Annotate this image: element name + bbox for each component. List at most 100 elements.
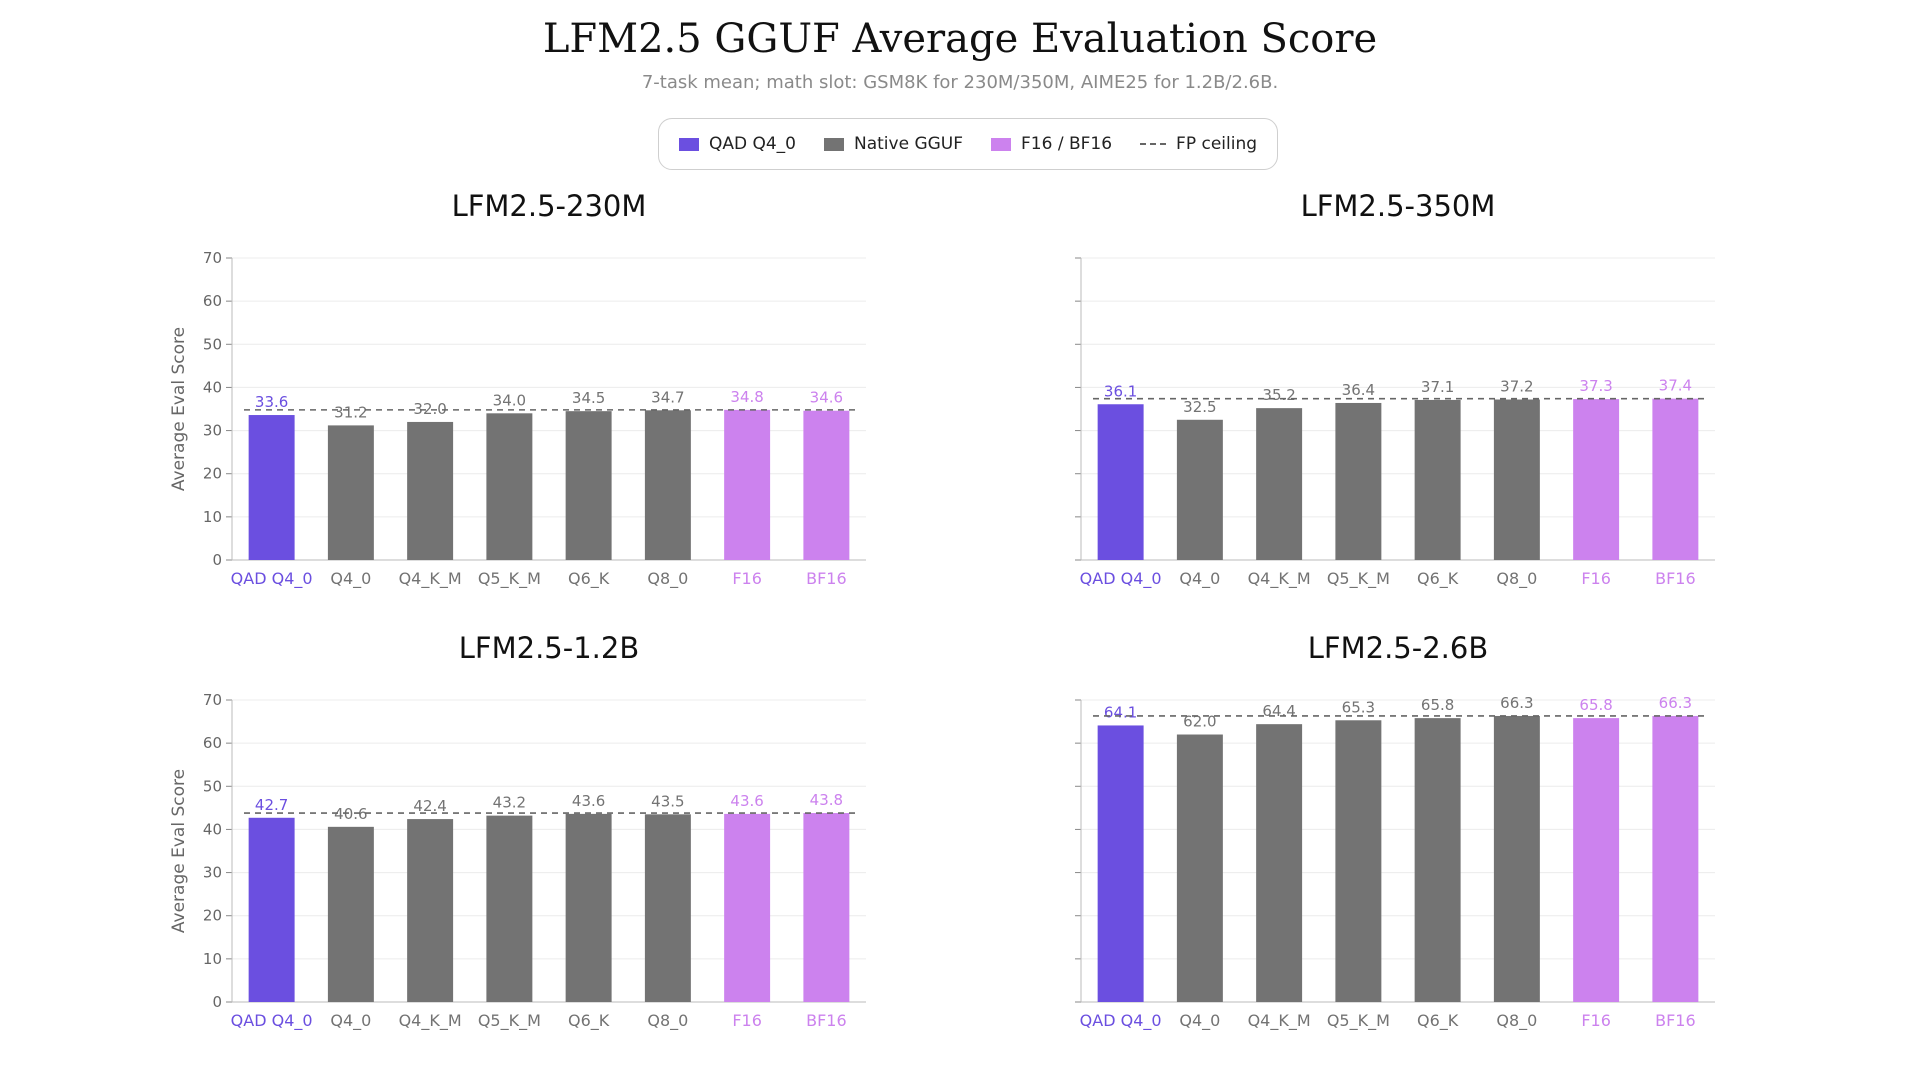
legend-swatch-ceiling — [1140, 143, 1167, 145]
chart4-data-label: 64.1 — [1104, 703, 1137, 721]
chart2-bar-bf16 — [1652, 398, 1699, 560]
chart4-category-label: Q4_K_M — [1248, 1011, 1311, 1031]
chart4-category-label: Q8_0 — [1496, 1011, 1537, 1031]
chart1-ytick-label: 0 — [212, 551, 222, 569]
chart2-data-label: 35.2 — [1262, 386, 1295, 404]
legend-label-native: Native GGUF — [854, 134, 964, 154]
chart3-bar-q4-k-m — [407, 819, 454, 1002]
chart1-ytick-label: 30 — [203, 422, 222, 440]
chart3-data-label: 43.5 — [651, 792, 684, 810]
chart4-data-label: 65.3 — [1342, 698, 1375, 716]
chart1-ytick-label: 70 — [203, 249, 222, 267]
chart4-bar-qad-q4-0 — [1097, 725, 1144, 1002]
chart4-bar-q5-k-m — [1335, 720, 1382, 1002]
chart2-bar-q6-k — [1414, 399, 1461, 560]
chart4-bar-bf16 — [1652, 715, 1699, 1002]
chart4-category-label: BF16 — [1655, 1011, 1696, 1030]
chart3-data-label: 43.2 — [493, 794, 526, 812]
chart4-category-label: QAD Q4_0 — [1080, 1011, 1162, 1031]
chart2-category-label: Q8_0 — [1496, 569, 1537, 589]
legend-label-ceiling: FP ceiling — [1176, 134, 1258, 154]
chart3-ytick-label: 50 — [203, 777, 222, 795]
chart2-bar-q5-k-m — [1335, 402, 1382, 560]
chart2-bar-q4-k-m — [1256, 408, 1303, 560]
chart4-title: LFM2.5-2.6B — [1308, 631, 1488, 665]
chart3-bar-bf16 — [803, 813, 850, 1002]
legend-item-fp: F16 / BF16 — [991, 134, 1112, 154]
chart1-category-label: Q6_K — [568, 569, 610, 589]
chart1-data-label: 31.2 — [334, 403, 367, 421]
chart3-bar-q5-k-m — [486, 815, 533, 1002]
chart1-category-label: BF16 — [806, 569, 847, 588]
chart1-data-label: 32.0 — [413, 400, 446, 418]
chart2-category-label: BF16 — [1655, 569, 1696, 588]
chart4-data-label: 65.8 — [1579, 696, 1612, 714]
chart4-bar-f16 — [1573, 718, 1620, 1002]
chart2-category-label: Q5_K_M — [1327, 569, 1390, 589]
chart2-bar-q4-0 — [1176, 419, 1223, 560]
chart4-data-label: 66.3 — [1659, 694, 1692, 712]
chart3-ytick-label: 40 — [203, 820, 222, 838]
chart4-data-label: 66.3 — [1500, 694, 1533, 712]
chart2-title: LFM2.5-350M — [1301, 189, 1496, 223]
chart3-data-label: 43.6 — [572, 792, 605, 810]
chart3-ytick-label: 0 — [212, 993, 222, 1011]
chart1-data-label: 34.5 — [572, 389, 605, 407]
chart4-data-label: 62.0 — [1183, 713, 1216, 731]
chart2-data-label: 37.3 — [1579, 377, 1612, 395]
legend-item-ceiling: FP ceiling — [1140, 134, 1257, 154]
chart4-category-label: Q5_K_M — [1327, 1011, 1390, 1031]
chart3-category-label: Q5_K_M — [478, 1011, 541, 1031]
chart3-title: LFM2.5-1.2B — [459, 631, 639, 665]
chart3-category-label: Q4_K_M — [399, 1011, 462, 1031]
page-subtitle: 7-task mean; math slot: GSM8K for 230M/3… — [641, 72, 1279, 93]
chart1-data-label: 33.6 — [255, 393, 288, 411]
chart-legend: QAD Q4_0 Native GGUF F16 / BF16 FP ceili… — [658, 118, 1278, 170]
chart3-category-label: Q6_K — [568, 1011, 610, 1031]
chart1-bar-q4-k-m — [407, 421, 454, 560]
chart3-bar-qad-q4-0 — [248, 817, 295, 1002]
chart1-category-label: Q4_0 — [330, 569, 371, 589]
chart4-bar-q6-k — [1414, 718, 1461, 1002]
chart2-bar-f16 — [1573, 399, 1620, 560]
chart1-category-label: F16 — [732, 569, 762, 588]
chart1-category-label: Q8_0 — [647, 569, 688, 589]
chart1-y-label: Average Eval Score — [169, 327, 189, 491]
chart3-data-label: 40.6 — [334, 805, 367, 823]
chart3-category-label: Q8_0 — [647, 1011, 688, 1031]
chart1-ytick-label: 40 — [203, 378, 222, 396]
legend-swatch-qad — [678, 137, 699, 151]
chart1-data-label: 34.8 — [730, 388, 763, 406]
chart1-bar-f16 — [724, 409, 771, 560]
chart3-category-label: Q4_0 — [330, 1011, 371, 1031]
legend-item-qad: QAD Q4_0 — [678, 134, 796, 154]
chart3-bar-q4-0 — [327, 826, 374, 1002]
chart2-data-label: 37.2 — [1500, 378, 1533, 396]
legend-label-fp: F16 / BF16 — [1021, 134, 1113, 154]
legend-label-qad: QAD Q4_0 — [708, 134, 796, 154]
chart1-ytick-label: 60 — [203, 292, 222, 310]
chart1-ytick-label: 10 — [203, 508, 222, 526]
chart4-data-label: 65.8 — [1421, 696, 1454, 714]
chart3-bar-q8-0 — [644, 814, 691, 1002]
chart1-data-label: 34.7 — [651, 388, 684, 406]
chart4-category-label: Q6_K — [1417, 1011, 1459, 1031]
chart4-bar-q8-0 — [1493, 715, 1540, 1002]
legend-swatch-native — [824, 137, 844, 151]
chart2-category-label: F16 — [1581, 569, 1611, 588]
chart4-category-label: F16 — [1581, 1011, 1611, 1030]
chart4-data-label: 64.4 — [1262, 702, 1295, 720]
chart4-bar-q4-k-m — [1256, 724, 1303, 1002]
chart1-bar-q8-0 — [644, 410, 691, 560]
chart4-category-label: Q4_0 — [1179, 1011, 1220, 1031]
chart2-data-label: 37.1 — [1421, 378, 1454, 396]
chart2-bar-q8-0 — [1493, 399, 1540, 560]
chart3-ytick-label: 10 — [203, 950, 222, 968]
chart2-bar-qad-q4-0 — [1097, 404, 1144, 560]
chart3-category-label: BF16 — [806, 1011, 847, 1030]
legend-swatch-fp — [991, 137, 1012, 151]
chart1-bar-q6-k — [565, 411, 612, 560]
chart3-ytick-label: 20 — [203, 907, 222, 925]
chart3-y-label: Average Eval Score — [169, 769, 189, 933]
